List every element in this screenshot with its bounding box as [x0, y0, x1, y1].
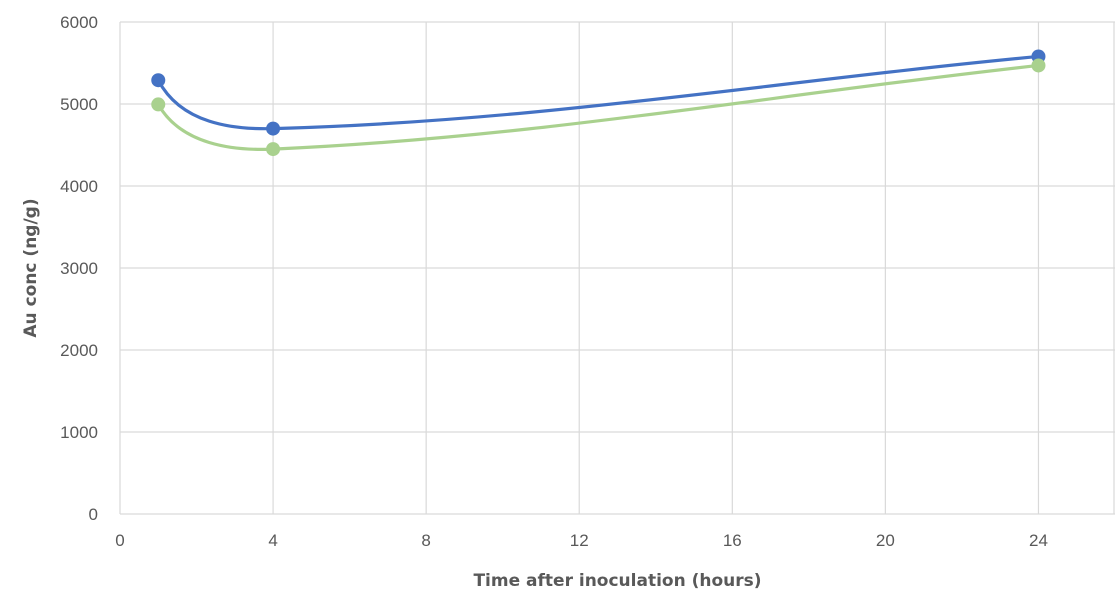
series-1-point	[151, 73, 166, 88]
series-1-line	[156, 54, 1041, 131]
series-2-point	[1031, 58, 1046, 73]
x-axis-tick-labels: 0 4 8 12 16 20 24	[115, 531, 1048, 550]
y-tick-label: 0	[89, 505, 98, 524]
y-tick-label: 1000	[60, 423, 98, 442]
y-tick-label: 3000	[60, 259, 98, 278]
horizontal-gridlines	[120, 21, 1115, 515]
series-2-line	[156, 63, 1041, 151]
series-2-point	[151, 97, 166, 112]
y-axis-title: Au conc (ng/g)	[21, 198, 41, 337]
y-tick-label: 6000	[60, 13, 98, 32]
x-axis-title: Time after inoculation (hours)	[473, 571, 761, 591]
x-tick-label: 12	[570, 531, 589, 550]
y-tick-label: 2000	[60, 341, 98, 360]
x-tick-label: 24	[1029, 531, 1048, 550]
y-axis-tick-labels: 0 1000 2000 3000 4000 5000 6000	[60, 13, 98, 524]
series-2-point	[266, 142, 281, 157]
series-layer	[151, 49, 1046, 157]
x-tick-label: 0	[115, 531, 124, 550]
x-tick-label: 4	[268, 531, 277, 550]
x-tick-label: 8	[421, 531, 430, 550]
series-1-point	[266, 121, 281, 136]
x-tick-label: 20	[876, 531, 895, 550]
y-tick-label: 5000	[60, 95, 98, 114]
y-tick-label: 4000	[60, 177, 98, 196]
x-tick-label: 16	[723, 531, 742, 550]
